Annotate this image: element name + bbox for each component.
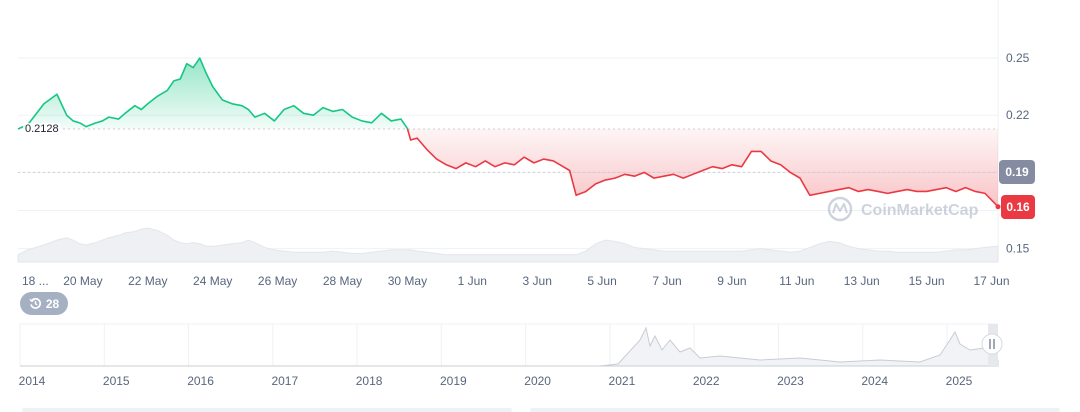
year-tick-label: 2019	[440, 374, 467, 388]
x-tick-label: 26 May	[258, 274, 297, 288]
x-axis: 18 ... 20 May 22 May 24 May 26 May 28 May 30 M…	[22, 274, 1010, 288]
x-tick-label: 9 Jun	[717, 274, 746, 288]
y-tick-label: 0.22	[1006, 108, 1030, 122]
overview-grid	[19, 324, 948, 366]
year-tick-label: 2021	[609, 374, 636, 388]
year-tick-label: 2025	[946, 374, 973, 388]
year-tick-label: 2024	[861, 374, 888, 388]
overview-line	[20, 326, 999, 367]
x-tick-label: 20 May	[63, 274, 102, 288]
year-tick-label: 2017	[271, 374, 298, 388]
history-badge-count: 28	[45, 296, 60, 311]
watermark-text: CoinMarketCap	[861, 202, 979, 219]
x-tick-label: 3 Jun	[523, 274, 552, 288]
history-icon	[29, 297, 41, 309]
price-line	[17, 57, 1001, 210]
coinmarketcap-watermark: CoinMarketCap	[827, 196, 979, 222]
x-tick-label: 17 Jun	[973, 274, 1009, 288]
x-tick-label: 30 May	[388, 274, 427, 288]
price-line-down	[406, 128, 999, 208]
overview-year-axis: 2014 2015 2016 2017 2018 2019 2020 2021 2022 2023…	[19, 374, 973, 388]
x-tick-label: 18 ...	[22, 274, 49, 288]
bottom-divider-right	[530, 408, 1060, 412]
current-price-chip: 0.19	[999, 160, 1035, 185]
year-tick-label: 2018	[356, 374, 383, 388]
last-price-dot	[995, 204, 1001, 210]
year-tick-label: 2020	[524, 374, 551, 388]
y-axis: 0.250.220.190.170.15	[1006, 51, 1030, 256]
year-tick-label: 2022	[693, 374, 720, 388]
x-tick-label: 22 May	[128, 274, 167, 288]
year-tick-label: 2015	[103, 374, 130, 388]
price-area-up	[18, 58, 408, 129]
history-badge[interactable]: 28	[20, 292, 68, 315]
x-tick-label: 5 Jun	[587, 274, 616, 288]
x-tick-label: 24 May	[193, 274, 232, 288]
x-tick-label: 11 Jun	[779, 274, 814, 288]
volume-fill	[17, 227, 999, 263]
x-tick-label: 15 Jun	[909, 274, 945, 288]
price-area-down	[407, 128, 998, 207]
price-area	[18, 58, 998, 207]
y-tick-label: 0.15	[1006, 242, 1030, 256]
price-line-up	[17, 57, 409, 130]
range-handle[interactable]	[981, 333, 1003, 355]
year-tick-label: 2016	[187, 374, 214, 388]
x-tick-label: 7 Jun	[652, 274, 681, 288]
y-tick-label: 0.25	[1006, 51, 1030, 65]
last-price-chip: 0.16	[1001, 194, 1035, 219]
x-tick-label: 13 Jun	[844, 274, 880, 288]
x-tick-label: 1 Jun	[458, 274, 487, 288]
volume-area	[17, 227, 999, 263]
baseline-price-label: 0.2128	[23, 122, 61, 135]
year-tick-label: 2023	[777, 374, 804, 388]
bottom-divider-left	[22, 408, 512, 412]
x-tick-label: 28 May	[323, 274, 362, 288]
range-overview[interactable]: 2014 2015 2016 2017 2018 2019 2020 2021 2022 2023…	[19, 323, 1003, 388]
year-tick-label: 2014	[19, 374, 46, 388]
